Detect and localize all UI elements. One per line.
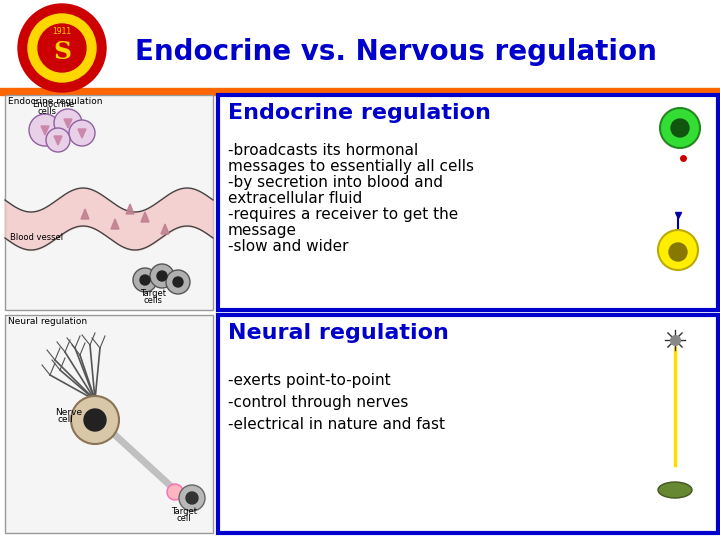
Circle shape bbox=[669, 243, 687, 261]
Text: cells: cells bbox=[37, 107, 56, 116]
Text: -requires a receiver to get the: -requires a receiver to get the bbox=[228, 207, 458, 222]
Text: -electrical in nature and fast: -electrical in nature and fast bbox=[228, 417, 445, 432]
Text: Endocrine vs. Nervous regulation: Endocrine vs. Nervous regulation bbox=[135, 38, 657, 66]
Circle shape bbox=[18, 4, 106, 92]
Text: Target: Target bbox=[171, 507, 197, 516]
Polygon shape bbox=[64, 119, 72, 128]
Text: message: message bbox=[228, 223, 297, 238]
Polygon shape bbox=[41, 126, 49, 135]
Text: S: S bbox=[53, 40, 71, 64]
Circle shape bbox=[54, 109, 82, 137]
Circle shape bbox=[173, 277, 183, 287]
Circle shape bbox=[46, 128, 70, 152]
Circle shape bbox=[71, 396, 119, 444]
Ellipse shape bbox=[658, 482, 692, 498]
Text: -slow and wider: -slow and wider bbox=[228, 239, 348, 254]
Bar bbox=[218, 315, 718, 533]
Text: Endocrine regulation: Endocrine regulation bbox=[228, 103, 491, 123]
Text: cell: cell bbox=[57, 415, 73, 424]
Circle shape bbox=[38, 24, 86, 72]
Text: Endocrine: Endocrine bbox=[32, 100, 74, 109]
Bar bbox=[218, 95, 718, 310]
Circle shape bbox=[167, 484, 183, 500]
Text: Nerve: Nerve bbox=[55, 408, 82, 417]
Text: messages to essentially all cells: messages to essentially all cells bbox=[228, 159, 474, 174]
Circle shape bbox=[84, 409, 106, 431]
Circle shape bbox=[150, 264, 174, 288]
Polygon shape bbox=[126, 204, 134, 214]
Text: -by secretion into blood and: -by secretion into blood and bbox=[228, 175, 443, 190]
Text: Blood vessel: Blood vessel bbox=[10, 233, 63, 242]
Polygon shape bbox=[111, 219, 119, 229]
Circle shape bbox=[660, 108, 700, 148]
Text: Neural regulation: Neural regulation bbox=[228, 323, 449, 343]
Text: cell: cell bbox=[176, 514, 192, 523]
Polygon shape bbox=[81, 209, 89, 219]
Bar bbox=[0, 88, 720, 95]
Circle shape bbox=[179, 485, 205, 511]
Text: -broadcasts its hormonal: -broadcasts its hormonal bbox=[228, 143, 418, 158]
Polygon shape bbox=[141, 212, 149, 222]
Polygon shape bbox=[161, 224, 169, 234]
Circle shape bbox=[157, 271, 167, 281]
Circle shape bbox=[140, 275, 150, 285]
Text: extracellular fluid: extracellular fluid bbox=[228, 191, 362, 206]
Circle shape bbox=[658, 230, 698, 270]
Text: Endocrine regulation: Endocrine regulation bbox=[8, 97, 102, 106]
Circle shape bbox=[671, 119, 689, 137]
Circle shape bbox=[186, 492, 198, 504]
Polygon shape bbox=[78, 129, 86, 138]
Circle shape bbox=[29, 114, 61, 146]
Text: 1911: 1911 bbox=[53, 28, 71, 37]
Text: Neural regulation: Neural regulation bbox=[8, 317, 87, 326]
Circle shape bbox=[28, 14, 96, 82]
Text: -exerts point-to-point: -exerts point-to-point bbox=[228, 373, 391, 388]
Bar bbox=[5, 95, 213, 310]
Polygon shape bbox=[54, 136, 62, 145]
Circle shape bbox=[166, 270, 190, 294]
Circle shape bbox=[69, 120, 95, 146]
Bar bbox=[5, 315, 213, 533]
Text: -control through nerves: -control through nerves bbox=[228, 395, 408, 410]
Text: cells: cells bbox=[144, 296, 163, 305]
Circle shape bbox=[133, 268, 157, 292]
Text: Target: Target bbox=[140, 289, 166, 298]
